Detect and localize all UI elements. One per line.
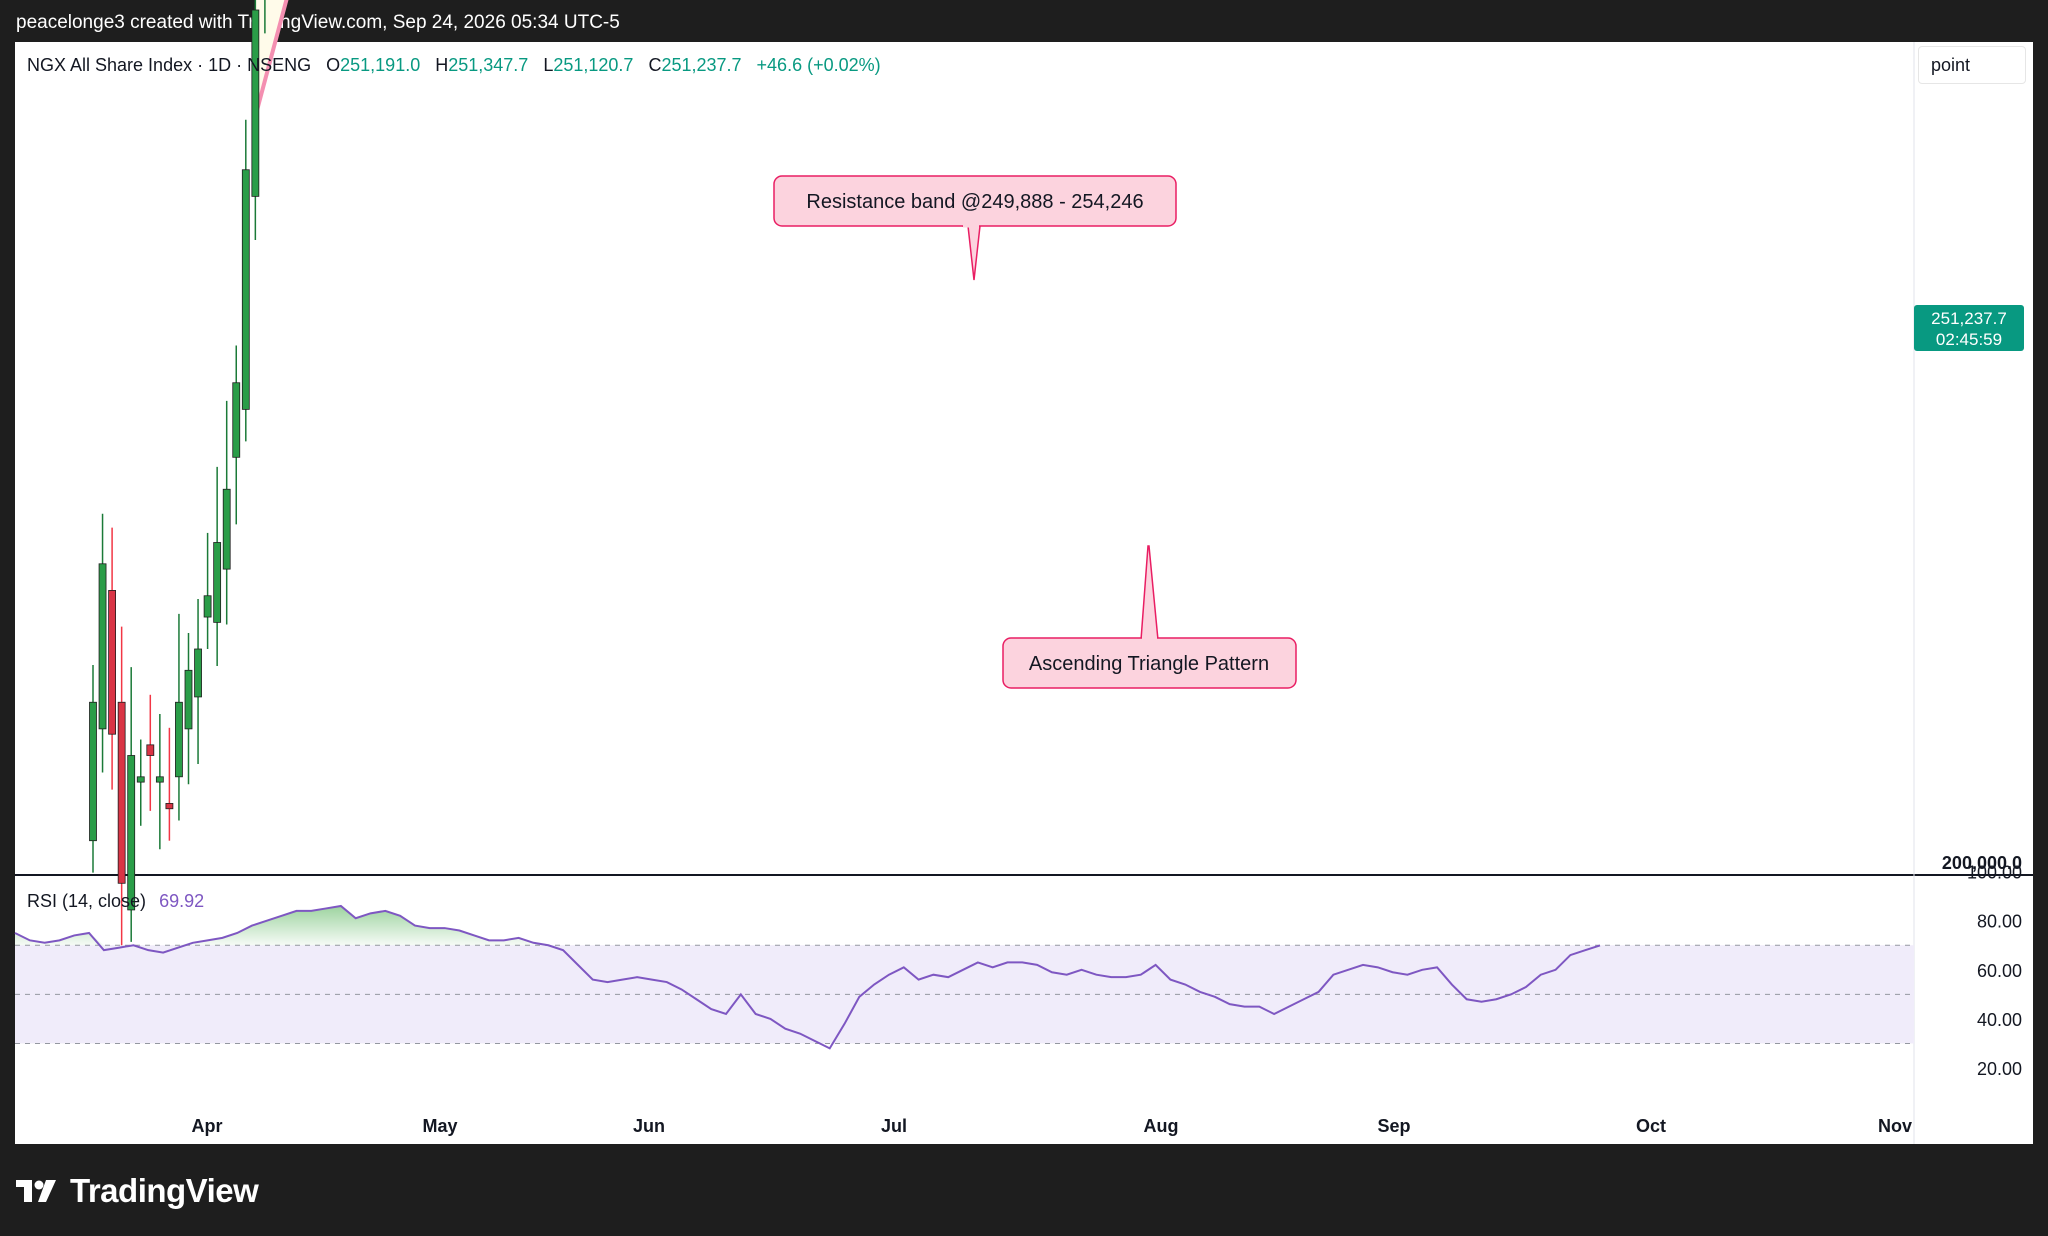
resistance-callout-text: Resistance band @249,888 - 254,246 xyxy=(806,191,1143,213)
candle xyxy=(175,613,183,821)
rsi-tick: 100.00 xyxy=(1967,863,2022,883)
rsi-label: RSI (14, close) xyxy=(27,891,146,911)
low-label: L xyxy=(543,55,553,75)
tradingview-logo[interactable]: TradingView xyxy=(16,1171,259,1211)
time-tick: Nov xyxy=(1878,1116,1912,1136)
candle xyxy=(251,0,260,241)
time-axis[interactable]: Apr May Jun Jul Aug Sep Oct Nov xyxy=(192,1116,1913,1136)
rsi-axis[interactable]: 100.00 80.00 60.00 40.00 20.00 xyxy=(1967,863,2022,1079)
candle xyxy=(203,532,212,649)
legend-line: NGX All Share Index · 1D · NSENG O251,19… xyxy=(27,55,881,75)
tradingview-logo-icon xyxy=(16,1180,56,1202)
countdown-text: 02:45:59 xyxy=(1936,330,2002,349)
time-tick: Jun xyxy=(633,1116,665,1136)
rsi-tick: 20.00 xyxy=(1977,1059,2022,1079)
open-value: 251,191.0 xyxy=(340,55,420,75)
candles-layer xyxy=(89,0,266,951)
candle xyxy=(117,626,126,951)
low-value: 251,120.7 xyxy=(553,55,633,75)
candle xyxy=(127,667,136,942)
candle xyxy=(89,664,97,873)
time-tick: Sep xyxy=(1377,1116,1410,1136)
candle xyxy=(155,713,164,850)
attribution-text: peacelonge3 created with TradingView.com… xyxy=(16,12,620,33)
rsi-value: 69.92 xyxy=(159,891,204,911)
candle xyxy=(213,466,222,667)
rsi-tick: 80.00 xyxy=(1977,912,2022,932)
triangle-callout-text: Ascending Triangle Pattern xyxy=(1029,653,1269,675)
candle xyxy=(222,400,231,625)
high-label: H xyxy=(435,55,448,75)
rsi-overbought-fill xyxy=(15,905,1600,946)
time-tick: Apr xyxy=(192,1116,223,1136)
resistance-callout[interactable]: Resistance band @249,888 - 254,246 xyxy=(773,175,1177,281)
candle xyxy=(194,598,202,765)
triangle-callout[interactable]: Ascending Triangle Pattern xyxy=(1002,545,1297,689)
candle xyxy=(232,345,241,525)
footer-bar xyxy=(0,1144,2048,1236)
candle xyxy=(146,694,155,811)
time-tick: Aug xyxy=(1144,1116,1179,1136)
candle xyxy=(241,119,250,442)
time-tick: Oct xyxy=(1636,1116,1666,1136)
candle xyxy=(165,727,174,841)
rsi-legend: RSI (14, close) 69.92 xyxy=(27,891,204,911)
brand-name: TradingView xyxy=(70,1172,259,1209)
high-value: 251,347.7 xyxy=(448,55,528,75)
last-price-text: 251,237.7 xyxy=(1931,309,2007,328)
rsi-layer xyxy=(14,904,1914,1050)
price-tick: 200,000.0 xyxy=(1942,853,2022,873)
candle xyxy=(98,513,107,773)
open-label: O xyxy=(326,55,340,75)
rsi-tick: 60.00 xyxy=(1977,961,2022,981)
symbol-title: NGX All Share Index · 1D · NSENG xyxy=(27,55,311,75)
attribution-bar: peacelonge3 created with TradingView.com… xyxy=(0,0,2048,42)
close-value: 251,237.7 xyxy=(661,55,741,75)
change-value: +46.6 (+0.02%) xyxy=(757,55,881,75)
candle xyxy=(184,633,193,785)
time-tick: May xyxy=(422,1116,457,1136)
candle xyxy=(108,527,116,790)
close-label: C xyxy=(648,55,661,75)
time-tick: Jul xyxy=(881,1116,907,1136)
last-price-badge xyxy=(1914,305,2024,351)
rsi-line xyxy=(14,904,1601,1050)
price-axis[interactable]: 270,000.0265,000.0260,000.0255,000.0245,… xyxy=(1942,0,2022,874)
scale-mode-button[interactable]: point xyxy=(1918,46,2026,84)
rsi-tick: 40.00 xyxy=(1977,1010,2022,1030)
candle xyxy=(136,739,145,826)
